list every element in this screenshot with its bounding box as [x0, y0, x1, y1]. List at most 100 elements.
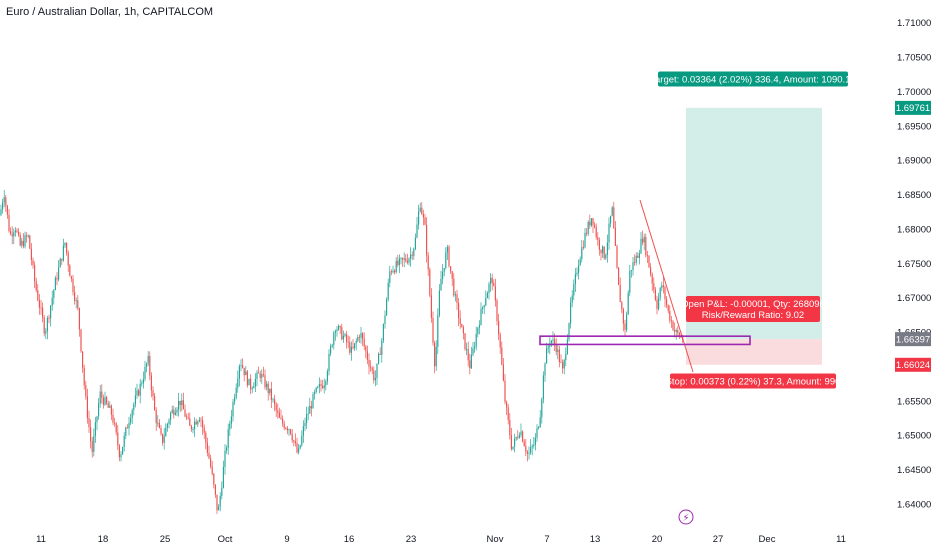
lightning-icon: ⚡ — [682, 513, 689, 524]
candle-body — [106, 397, 108, 404]
candle-body — [88, 418, 90, 428]
candle-body — [563, 360, 565, 369]
candle-body — [654, 289, 656, 300]
candle-body — [402, 258, 404, 260]
candle-body — [230, 416, 232, 424]
candle-body — [202, 420, 204, 428]
candle-body — [378, 353, 380, 364]
x-tick-label: 9 — [284, 534, 289, 545]
candle-body — [662, 285, 664, 287]
candle-body — [646, 255, 648, 256]
candle-body — [597, 237, 599, 241]
candle-body — [112, 414, 114, 423]
candle-body — [632, 262, 634, 271]
candle-body — [29, 235, 31, 249]
candle-body — [245, 371, 247, 376]
candle-body — [278, 412, 280, 418]
candle-body — [674, 330, 676, 332]
stop-label[interactable]: Stop: 0.00373 (0.22%) 37.3, Amount: 990 — [666, 373, 841, 389]
candle-body — [669, 310, 671, 321]
candle-body — [522, 431, 524, 442]
candle-body — [294, 441, 296, 444]
candle-body — [350, 346, 352, 353]
candle-body — [210, 458, 212, 467]
candle-body — [664, 286, 666, 300]
event-marker[interactable] — [678, 509, 694, 525]
candle-body — [147, 356, 149, 364]
candle-body — [477, 327, 479, 334]
candle-body — [104, 397, 106, 405]
candle-body — [541, 399, 543, 418]
candle-body — [296, 443, 298, 453]
candle-body — [648, 255, 650, 268]
candle-body — [666, 299, 668, 306]
candle-body — [11, 233, 13, 237]
price-tag-target: 1.69761 — [895, 100, 931, 115]
candle-body — [54, 277, 56, 291]
candle-body — [130, 418, 132, 423]
target-label[interactable]: Target: 0.03364 (2.02%) 336.4, Amount: 1… — [650, 71, 856, 87]
candle-body — [619, 284, 621, 303]
candle-body — [515, 437, 517, 439]
candle-body — [74, 292, 76, 301]
candle-body — [306, 414, 308, 424]
candle-body — [379, 353, 381, 355]
candle-body — [586, 232, 588, 234]
candle-body — [3, 197, 5, 203]
candle-body — [574, 274, 576, 284]
x-tick-label: Dec — [759, 534, 776, 545]
pnl-label[interactable]: Open P&L: -0.00001, Qty: 268096Risk/Rewa… — [681, 296, 825, 322]
trendline[interactable] — [639, 199, 694, 373]
candle-body — [446, 246, 448, 253]
candle-body — [645, 236, 647, 256]
x-tick-label: 16 — [344, 534, 355, 545]
candle-body — [542, 375, 544, 400]
candle-body — [171, 409, 173, 413]
candle-body — [651, 274, 653, 284]
candle-body — [678, 332, 680, 337]
candle-body — [285, 428, 287, 429]
candle-body — [162, 433, 164, 443]
candle-body — [653, 283, 655, 290]
candle-body — [504, 380, 506, 403]
candle-body — [179, 400, 181, 406]
candle-body — [94, 422, 96, 437]
candle-body — [602, 246, 604, 254]
y-tick-label: 1.68000 — [897, 224, 931, 235]
candle-body — [568, 323, 570, 340]
candle-body — [670, 320, 672, 322]
candle-body — [362, 333, 364, 339]
candle-body — [451, 271, 453, 279]
candle-body — [614, 228, 616, 247]
candle-body — [101, 391, 103, 398]
candle-body — [331, 344, 333, 347]
candle-body — [642, 238, 644, 243]
candle-body — [334, 331, 336, 333]
candle-body — [174, 412, 176, 415]
candle-body — [440, 278, 442, 291]
price-tag-bg — [895, 357, 931, 372]
candle-body — [360, 333, 362, 338]
candle-body — [262, 374, 264, 376]
candle-body — [163, 436, 165, 443]
candle-body — [344, 334, 346, 336]
candle-body — [387, 282, 389, 300]
candle-body — [637, 255, 639, 258]
candle-body — [314, 391, 316, 395]
stop-zone[interactable] — [686, 339, 822, 365]
candle-body — [102, 397, 104, 405]
candle-body — [438, 290, 440, 316]
candle-body — [64, 242, 66, 246]
candle-body — [530, 447, 532, 453]
candle-body — [355, 340, 357, 344]
price-tag-bg — [895, 332, 931, 347]
y-tick-label: 1.68500 — [897, 190, 931, 201]
highlight-box[interactable] — [539, 335, 751, 346]
candle-body — [165, 427, 167, 437]
candle-body — [501, 347, 503, 365]
candle-body — [610, 215, 612, 224]
x-tick-label: 11 — [36, 534, 46, 545]
candle-body — [430, 295, 432, 318]
